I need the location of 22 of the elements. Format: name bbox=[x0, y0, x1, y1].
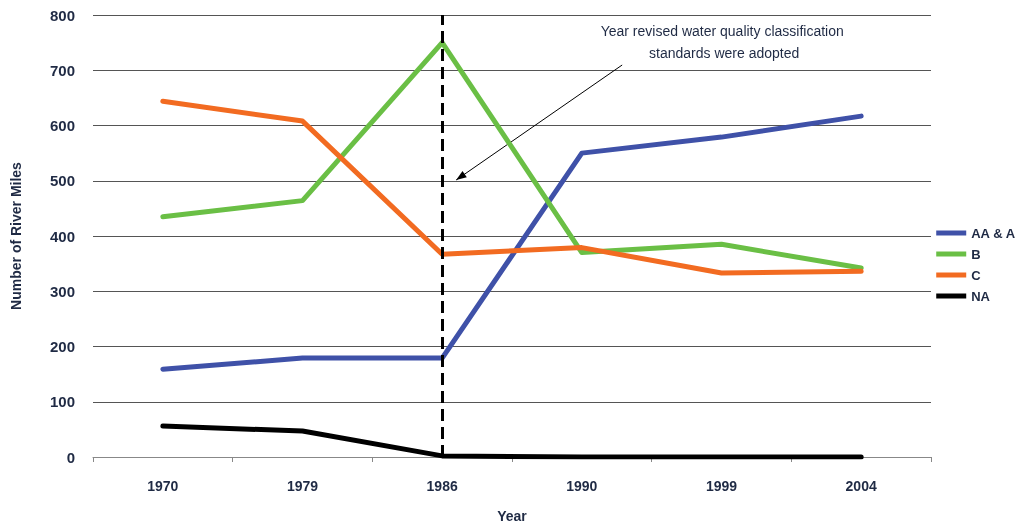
y-tick-label: 0 bbox=[66, 448, 75, 466]
x-tick-label: 1979 bbox=[286, 478, 319, 494]
x-tick-label: 1990 bbox=[566, 478, 598, 494]
y-tick-label: 700 bbox=[49, 61, 75, 79]
legend-label: AA & A bbox=[971, 225, 1016, 241]
y-tick-label: 400 bbox=[49, 227, 75, 245]
legend-label: B bbox=[971, 246, 981, 262]
y-tick-label: 200 bbox=[49, 338, 75, 355]
y-tick-label: 800 bbox=[49, 6, 75, 24]
x-tick-label: 1999 bbox=[705, 478, 738, 494]
x-tick-label: 1986 bbox=[426, 478, 458, 494]
y-tick-label: 100 bbox=[49, 393, 75, 411]
legend-label: NA bbox=[971, 288, 991, 304]
x-tick-label: 1970 bbox=[147, 478, 179, 494]
y-axis-title: Number of River Miles bbox=[8, 161, 24, 310]
y-tick-label: 500 bbox=[49, 172, 75, 190]
y-tick-label: 300 bbox=[49, 282, 75, 300]
x-tick-label: 2004 bbox=[845, 478, 877, 494]
y-tick-label: 600 bbox=[49, 117, 75, 134]
annotation: Year revised water quality classification standards were adopted bbox=[600, 23, 848, 61]
x-axis-title: Year bbox=[497, 508, 528, 524]
legend-label: C bbox=[971, 267, 982, 283]
